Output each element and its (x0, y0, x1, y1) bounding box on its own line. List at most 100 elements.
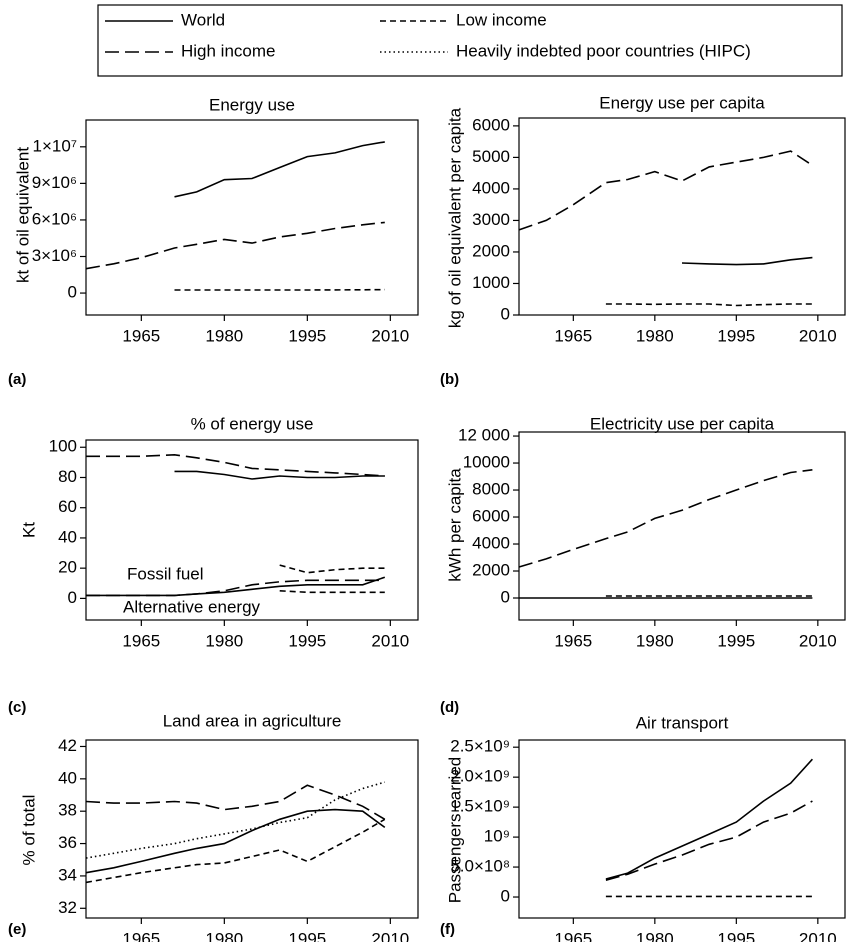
x-tick-label: 1980 (636, 929, 674, 942)
y-tick-label: 100 (49, 437, 77, 456)
y-tick-label: 0 (501, 304, 510, 323)
series-line (85, 784, 386, 820)
annotation: Alternative energy (123, 597, 261, 616)
y-tick-label: 5.0×10⁸ (450, 857, 510, 876)
y-tick-label: 2000 (472, 560, 510, 579)
y-tick-label: 8000 (472, 480, 510, 499)
plot-frame (518, 117, 846, 316)
x-tick-label: 1995 (288, 929, 326, 942)
series-line (174, 141, 385, 198)
y-tick-label: 12 000 (458, 426, 510, 445)
x-tick-label: 1995 (717, 326, 755, 345)
y-tick-label: 0 (501, 887, 510, 906)
x-tick-label: 2010 (799, 631, 837, 650)
x-tick-label: 1995 (288, 631, 326, 650)
y-axis-label: % of total (19, 795, 38, 866)
series-line (518, 469, 813, 568)
y-tick-label: 4000 (472, 534, 510, 553)
y-tick-label: 0 (501, 587, 510, 606)
y-tick-label: 60 (58, 497, 77, 516)
series-line (605, 800, 813, 881)
x-tick-label: 1980 (636, 631, 674, 650)
panel-label: (e) (8, 921, 26, 938)
x-tick-label: 1995 (717, 929, 755, 942)
series-line (279, 590, 385, 594)
x-tick-label: 1995 (288, 326, 326, 345)
y-axis-label: kg of oil equivalent per capita (445, 107, 464, 328)
x-tick-label: 2010 (371, 929, 409, 942)
series-line (86, 453, 385, 477)
series-line (85, 808, 386, 874)
x-tick-label: 1980 (205, 326, 243, 345)
series-line (86, 576, 386, 597)
x-tick-label: 1980 (205, 631, 243, 650)
legend-box (97, 4, 843, 77)
panel-label: (a) (8, 371, 26, 388)
panel-label: (d) (440, 699, 459, 716)
y-tick-label: 42 (58, 736, 77, 755)
x-tick-label: 2010 (799, 326, 837, 345)
series-line (279, 564, 385, 574)
y-tick-label: 6000 (472, 115, 510, 134)
series-line (85, 781, 386, 859)
series-line (174, 470, 385, 480)
x-tick-label: 1965 (122, 929, 160, 942)
x-tick-label: 1980 (636, 326, 674, 345)
y-tick-label: 4000 (472, 178, 510, 197)
x-tick-label: 1965 (554, 631, 592, 650)
legend-label: Low income (456, 10, 547, 29)
panel-label: (f) (440, 921, 455, 938)
chart-title: % of energy use (191, 414, 314, 433)
y-tick-label: 40 (58, 768, 77, 787)
x-tick-label: 1980 (205, 929, 243, 942)
y-tick-label: 5000 (472, 147, 510, 166)
y-tick-label: 10000 (463, 453, 510, 472)
y-tick-label: 2.5×10⁹ (450, 737, 510, 756)
y-axis-label: kWh per capita (445, 468, 464, 582)
y-tick-label: 3×10⁶ (32, 246, 77, 265)
x-tick-label: 2010 (371, 326, 409, 345)
y-tick-label: 34 (58, 865, 77, 884)
chart-title: Land area in agriculture (163, 711, 342, 730)
y-tick-label: 1.5×10⁹ (450, 797, 510, 816)
y-axis-label: Kt (19, 522, 38, 538)
y-tick-label: 2000 (472, 241, 510, 260)
y-axis-label: Passengers carried (445, 757, 464, 903)
series-line (605, 303, 813, 307)
y-tick-label: 38 (58, 801, 77, 820)
x-tick-label: 1965 (122, 326, 160, 345)
y-tick-label: 3000 (472, 210, 510, 229)
y-tick-label: 9×10⁶ (32, 173, 77, 192)
y-tick-label: 0 (68, 283, 77, 302)
panel-label: (c) (8, 699, 26, 716)
x-tick-label: 1995 (717, 631, 755, 650)
series-line (605, 758, 813, 880)
x-tick-label: 2010 (371, 631, 409, 650)
x-tick-label: 1965 (122, 631, 160, 650)
y-tick-label: 10⁹ (484, 827, 510, 846)
series-line (85, 221, 385, 270)
plot-frame (518, 431, 846, 621)
y-tick-label: 2.0×10⁹ (450, 767, 510, 786)
y-tick-label: 20 (58, 558, 77, 577)
chart-title: Air transport (636, 713, 729, 732)
y-tick-label: 36 (58, 833, 77, 852)
y-tick-label: 0 (68, 588, 77, 607)
x-tick-label: 2010 (799, 929, 837, 942)
plot-frame (518, 739, 846, 919)
y-tick-label: 6×10⁶ (32, 209, 77, 228)
x-tick-label: 1965 (554, 326, 592, 345)
chart-title: Electricity use per capita (590, 414, 775, 433)
y-tick-label: 32 (58, 898, 77, 917)
legend-label: World (181, 10, 225, 29)
x-tick-label: 1965 (554, 929, 592, 942)
y-tick-label: 6000 (472, 507, 510, 526)
y-axis-label: kt of oil equivalent (13, 147, 32, 283)
series-line (85, 818, 386, 884)
annotation: Fossil fuel (127, 564, 204, 583)
chart-title: Energy use (209, 95, 295, 114)
y-tick-label: 80 (58, 467, 77, 486)
plot-frame (85, 119, 419, 316)
panel-label: (b) (440, 371, 459, 388)
